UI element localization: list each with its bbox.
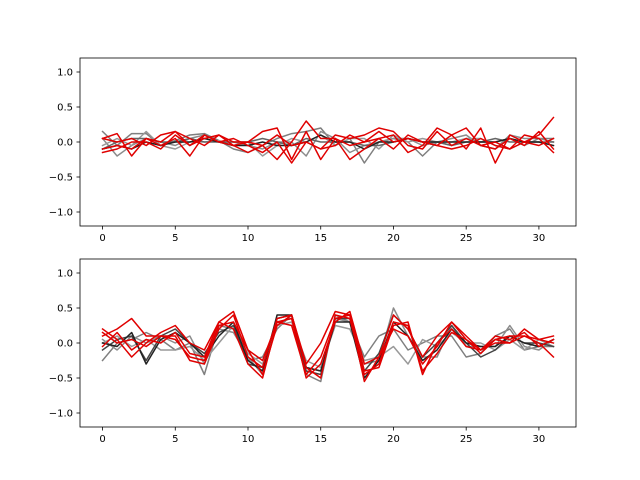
x-tick-label: 15: [314, 233, 327, 244]
x-tick-label: 25: [460, 434, 473, 445]
x-tick-label: 10: [242, 233, 255, 244]
series-line-7: [101, 310, 555, 379]
x-tick-label: 30: [533, 233, 546, 244]
x-tick-label: 0: [99, 434, 105, 445]
y-tick-label: −0.5: [49, 173, 73, 184]
series-line-8: [101, 130, 555, 164]
series-group: [101, 307, 555, 383]
series-group: [101, 116, 555, 164]
series-line-5: [101, 116, 555, 164]
x-tick-label: 30: [533, 434, 546, 445]
x-tick-label: 5: [172, 233, 178, 244]
top-chart: 0 5 10 15 20 25 30 −1.0 −0.5 0.0 0.5 1.0: [49, 57, 577, 244]
series-line-8: [101, 314, 555, 379]
bottom-chart: 0 5 10 15 20 25 30 −1.0 −0.5 0.0 0.5 1.0: [49, 258, 577, 445]
series-line-5: [101, 310, 555, 376]
x-tick-label: 15: [314, 434, 327, 445]
series-line-6: [101, 127, 555, 154]
y-tick-label: −0.5: [49, 374, 73, 385]
y-tick-label: 1.0: [57, 68, 73, 79]
y-tick-label: 0.0: [57, 138, 73, 149]
y-tick-label: −1.0: [49, 409, 73, 420]
x-tick-label: 20: [387, 233, 400, 244]
x-tick-label: 20: [387, 434, 400, 445]
series-line-2: [101, 130, 555, 157]
x-tick-label: 0: [99, 233, 105, 244]
series-line-7: [101, 120, 555, 161]
y-tick-label: −1.0: [49, 208, 73, 219]
y-tick-label: 0.5: [57, 103, 73, 114]
x-tick-label: 25: [460, 233, 473, 244]
y-tick-label: 0.0: [57, 339, 73, 350]
x-tick-label: 5: [172, 434, 178, 445]
y-tick-label: 1.0: [57, 269, 73, 280]
x-tick-label: 10: [242, 434, 255, 445]
y-tick-label: 0.5: [57, 304, 73, 315]
